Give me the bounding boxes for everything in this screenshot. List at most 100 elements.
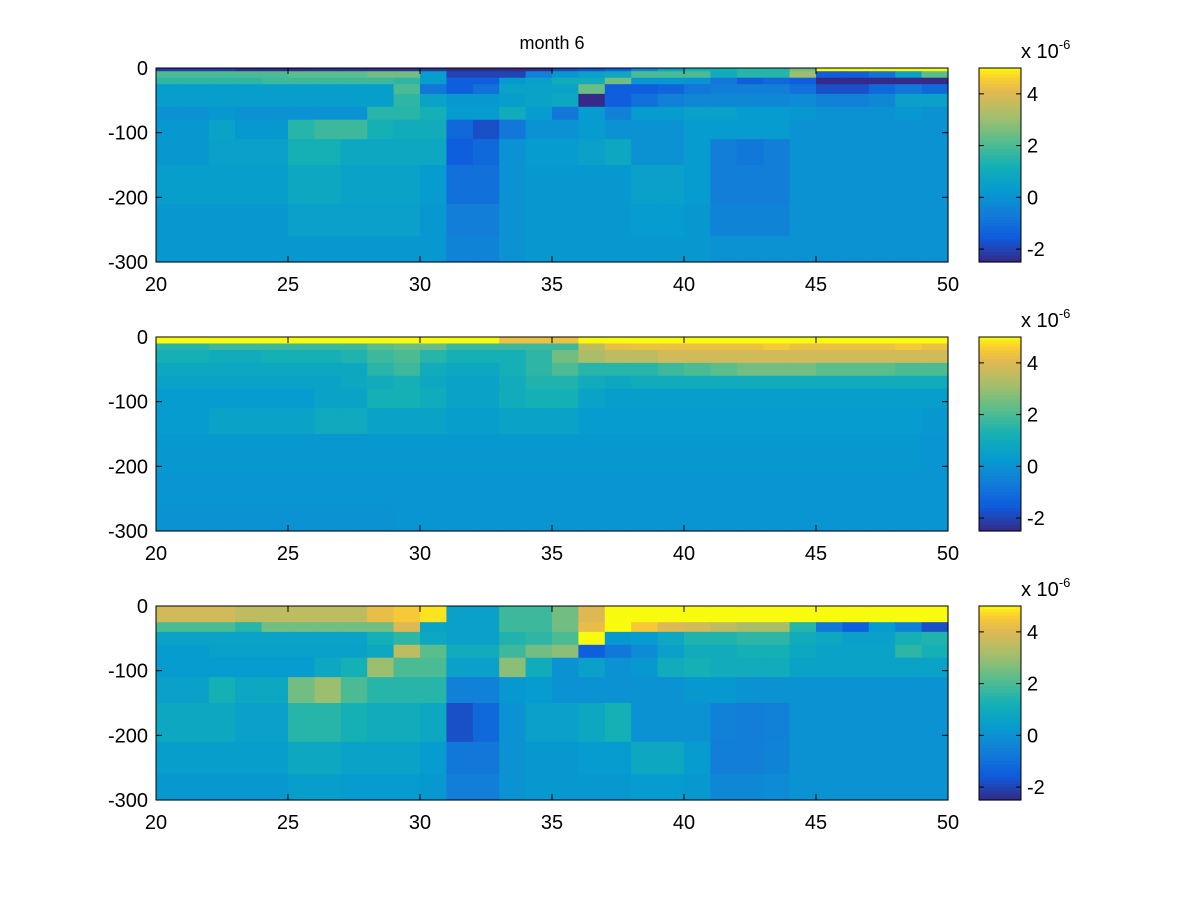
heatmap-cell [393, 408, 421, 435]
heatmap-cell [631, 362, 659, 377]
colorbar-segment [979, 667, 1021, 672]
heatmap-cell [895, 375, 923, 390]
heatmap-cell [393, 631, 421, 646]
colorbar-segment [979, 488, 1021, 493]
heatmap-cell [684, 77, 711, 85]
chart-title: month 6 [519, 33, 584, 53]
heatmap-cell [842, 106, 870, 121]
heatmap-cell [789, 644, 817, 659]
heatmap-cell [446, 68, 474, 72]
heatmap-cell [631, 84, 659, 95]
heatmap-cell [499, 472, 527, 506]
heatmap-cell [208, 774, 236, 801]
heatmap-cell [446, 375, 474, 390]
heatmap-cell [182, 236, 210, 263]
colorbar-segment [979, 421, 1021, 425]
heatmap-cell [182, 677, 210, 704]
heatmap-cell [763, 677, 791, 704]
heatmap-cell [631, 337, 659, 345]
colorbar-segment [979, 372, 1021, 377]
colorbar-segment [979, 80, 1021, 85]
heatmap-cell [842, 644, 870, 659]
heatmap-cell [631, 236, 659, 263]
colorbar-segment [979, 521, 1021, 526]
heatmap-cell [393, 606, 421, 623]
heatmap-cell [631, 139, 659, 166]
heatmap-cell [763, 362, 791, 377]
heatmap-cell [895, 119, 923, 140]
heatmap-cell [393, 77, 421, 85]
heatmap-cell [868, 774, 896, 801]
heatmap-cell [208, 703, 236, 743]
heatmap-cell [710, 622, 738, 633]
heatmap-cell [763, 71, 791, 79]
heatmap-cell [393, 388, 421, 409]
heatmap-cell [208, 434, 236, 474]
heatmap-cell [657, 644, 685, 659]
heatmap-cell [525, 165, 553, 205]
colorbar-segment [979, 232, 1021, 237]
heatmap-cell [736, 203, 764, 237]
heatmap-cell [340, 375, 368, 390]
heatmap-cell [367, 741, 395, 775]
heatmap-cell [208, 68, 236, 72]
heatmap-cell [578, 349, 606, 364]
heatmap-cell [261, 93, 289, 108]
heatmap-cell [499, 408, 527, 435]
colorbar-segment [979, 793, 1021, 798]
heatmap-cell [340, 644, 368, 659]
heatmap-cell [367, 505, 395, 532]
heatmap-cell [736, 77, 764, 85]
heatmap-cell [367, 119, 395, 140]
heatmap-cell [789, 472, 817, 506]
colorbar-segment [979, 648, 1021, 652]
heatmap-cell [736, 774, 764, 801]
heatmap-cell [631, 119, 659, 140]
heatmap-cell [208, 362, 236, 377]
heatmap-cell [182, 505, 210, 532]
heatmap-cell [921, 71, 949, 79]
heatmap-cell [604, 375, 632, 390]
heatmap-cell [710, 606, 738, 623]
heatmap-cell [393, 644, 421, 659]
heatmap-cell [657, 343, 685, 351]
heatmap-cell [921, 337, 949, 345]
heatmap-cell [631, 703, 659, 743]
heatmap-cell [578, 606, 606, 623]
heatmap-cells [156, 606, 949, 801]
heatmap-cell [816, 703, 843, 743]
heatmap-cell [156, 68, 183, 72]
colorbar-segment [979, 362, 1021, 367]
heatmap-cell [552, 337, 579, 345]
heatmap-cell [261, 472, 289, 506]
heatmap-cell [789, 741, 817, 775]
heatmap-cell [684, 68, 711, 72]
heatmap-cell [868, 68, 896, 72]
colorbar-segment [979, 787, 1021, 791]
heatmap-cell [156, 343, 183, 351]
colorbar-segment [979, 722, 1021, 727]
heatmap-cell [842, 703, 870, 743]
heatmap-cell [446, 622, 474, 633]
heatmap-cell [604, 741, 632, 775]
heatmap-cell [208, 388, 236, 409]
heatmap-cell [578, 337, 606, 345]
heatmap-cell [156, 631, 183, 646]
heatmap-cell [578, 68, 606, 72]
heatmap-cell [393, 622, 421, 633]
heatmap-cell [393, 71, 421, 79]
colorbar-segment [979, 622, 1021, 626]
heatmap-cell [921, 343, 949, 351]
heatmap-cell [525, 203, 553, 237]
heatmap-cell [631, 434, 659, 474]
heatmap-cell [921, 774, 949, 801]
colorbar-segment [979, 761, 1021, 766]
x-tick-label: 45 [805, 274, 827, 296]
heatmap-cell [657, 84, 685, 95]
colorbar-segment [979, 239, 1021, 244]
heatmap-cell [472, 362, 500, 377]
heatmap-cell [710, 703, 738, 743]
heatmap-cell [156, 337, 183, 345]
y-tick-label: -100 [108, 392, 148, 414]
heatmap-cell [235, 631, 263, 646]
